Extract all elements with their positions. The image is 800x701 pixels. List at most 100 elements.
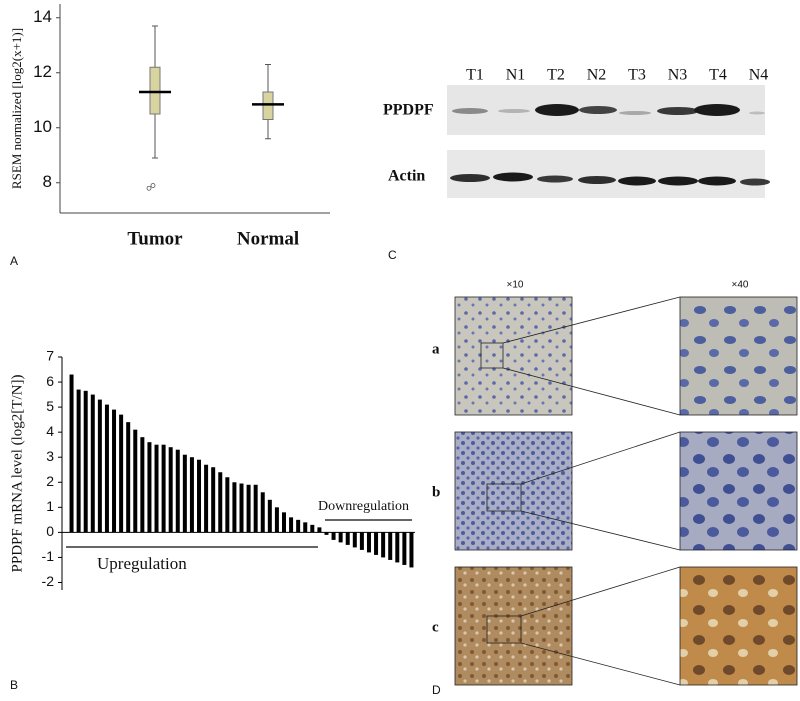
panel-label: C [388, 248, 397, 262]
bar [83, 390, 88, 533]
bar [402, 532, 407, 565]
bar [168, 447, 173, 533]
bar [260, 492, 265, 533]
bar [239, 483, 244, 533]
y-tick-label: -1 [42, 548, 55, 564]
panel-label: B [10, 678, 18, 692]
panel-label: D [432, 683, 441, 697]
bar [197, 459, 202, 533]
bar [395, 532, 400, 563]
lane-label: T3 [628, 67, 646, 84]
row-label: c [432, 619, 439, 635]
bar [76, 389, 81, 533]
bar [253, 484, 258, 533]
blot-row-label: PPDPF [383, 102, 434, 119]
bar [274, 507, 279, 533]
bar [289, 517, 294, 533]
bar [331, 532, 336, 540]
ihc-image [679, 296, 798, 416]
y-tick-label: 0 [46, 523, 54, 539]
ihc-image [454, 566, 573, 686]
bar [246, 484, 251, 533]
ihc-image [679, 566, 798, 686]
y-tick-label: 2 [46, 473, 54, 489]
y-tick-label: 4 [46, 423, 54, 439]
bar [366, 532, 371, 553]
bar [232, 482, 237, 533]
bar [161, 444, 166, 533]
y-tick-label: 3 [46, 448, 54, 464]
x-tick-label: Tumor [127, 228, 183, 249]
bar [211, 467, 216, 533]
ihc-image [679, 431, 798, 551]
bar [310, 524, 315, 533]
bands [450, 104, 770, 186]
bar [388, 532, 393, 560]
y-tick-label: 14 [33, 7, 52, 26]
lane-label: N3 [668, 67, 688, 84]
bar [381, 532, 386, 558]
bar [104, 404, 109, 533]
bar [303, 522, 308, 533]
ihc-image [454, 296, 573, 416]
row-label: a [432, 341, 440, 357]
ihc-image [454, 431, 573, 551]
bar [218, 472, 223, 533]
bar [345, 532, 350, 545]
row-label: b [432, 484, 440, 500]
bar [374, 532, 379, 555]
box [149, 66, 161, 115]
y-tick-label: 7 [46, 348, 54, 364]
annotation: Upregulation [97, 554, 187, 573]
magnification: ×40 [732, 280, 749, 291]
panel-label: A [10, 254, 18, 268]
bar [133, 429, 138, 533]
annotation: Downregulation [318, 499, 409, 514]
y-tick-label: 8 [43, 172, 52, 191]
lane-label: T2 [547, 67, 565, 84]
bar [119, 414, 124, 533]
magnification: ×10 [507, 280, 524, 291]
bar [317, 527, 322, 533]
lane-label: N4 [749, 67, 769, 84]
lane-label: T1 [466, 67, 484, 84]
y-tick-label: 5 [46, 398, 54, 414]
blot-strip [447, 150, 765, 198]
bar [126, 422, 131, 533]
western-blot [447, 85, 770, 198]
bar [409, 532, 414, 568]
y-tick-label: 10 [33, 117, 52, 136]
bar [296, 519, 301, 533]
bar [338, 532, 343, 543]
bar [204, 464, 209, 533]
lane-label: T4 [709, 67, 727, 84]
bar [359, 532, 364, 550]
bar [112, 409, 117, 533]
blot-row-label: Actin [388, 168, 425, 185]
bar [267, 499, 272, 533]
bar [154, 444, 159, 533]
y-tick-label: 6 [46, 373, 54, 389]
outlier [146, 185, 152, 191]
y-tick-label: 12 [33, 62, 52, 81]
lane-label: N1 [506, 67, 526, 84]
bar [147, 442, 152, 533]
zoom-box [480, 296, 681, 686]
bar [324, 532, 329, 535]
bar [281, 512, 286, 533]
bar [225, 477, 230, 533]
bar [69, 374, 74, 533]
y-tick-label: -2 [42, 573, 55, 589]
y-tick-label: 1 [46, 498, 54, 514]
bar [182, 454, 187, 533]
ihc-images [454, 296, 798, 686]
bar [90, 394, 95, 533]
bar [189, 457, 194, 533]
bar [352, 532, 357, 548]
bar [140, 437, 145, 533]
y-axis-label: PPDPF mRNA level (log2[T/N]) [9, 375, 25, 573]
y-axis-label: RSEM normalized [log2(x+1)] [9, 28, 24, 189]
box [262, 91, 274, 120]
x-tick-label: Normal [237, 228, 299, 249]
